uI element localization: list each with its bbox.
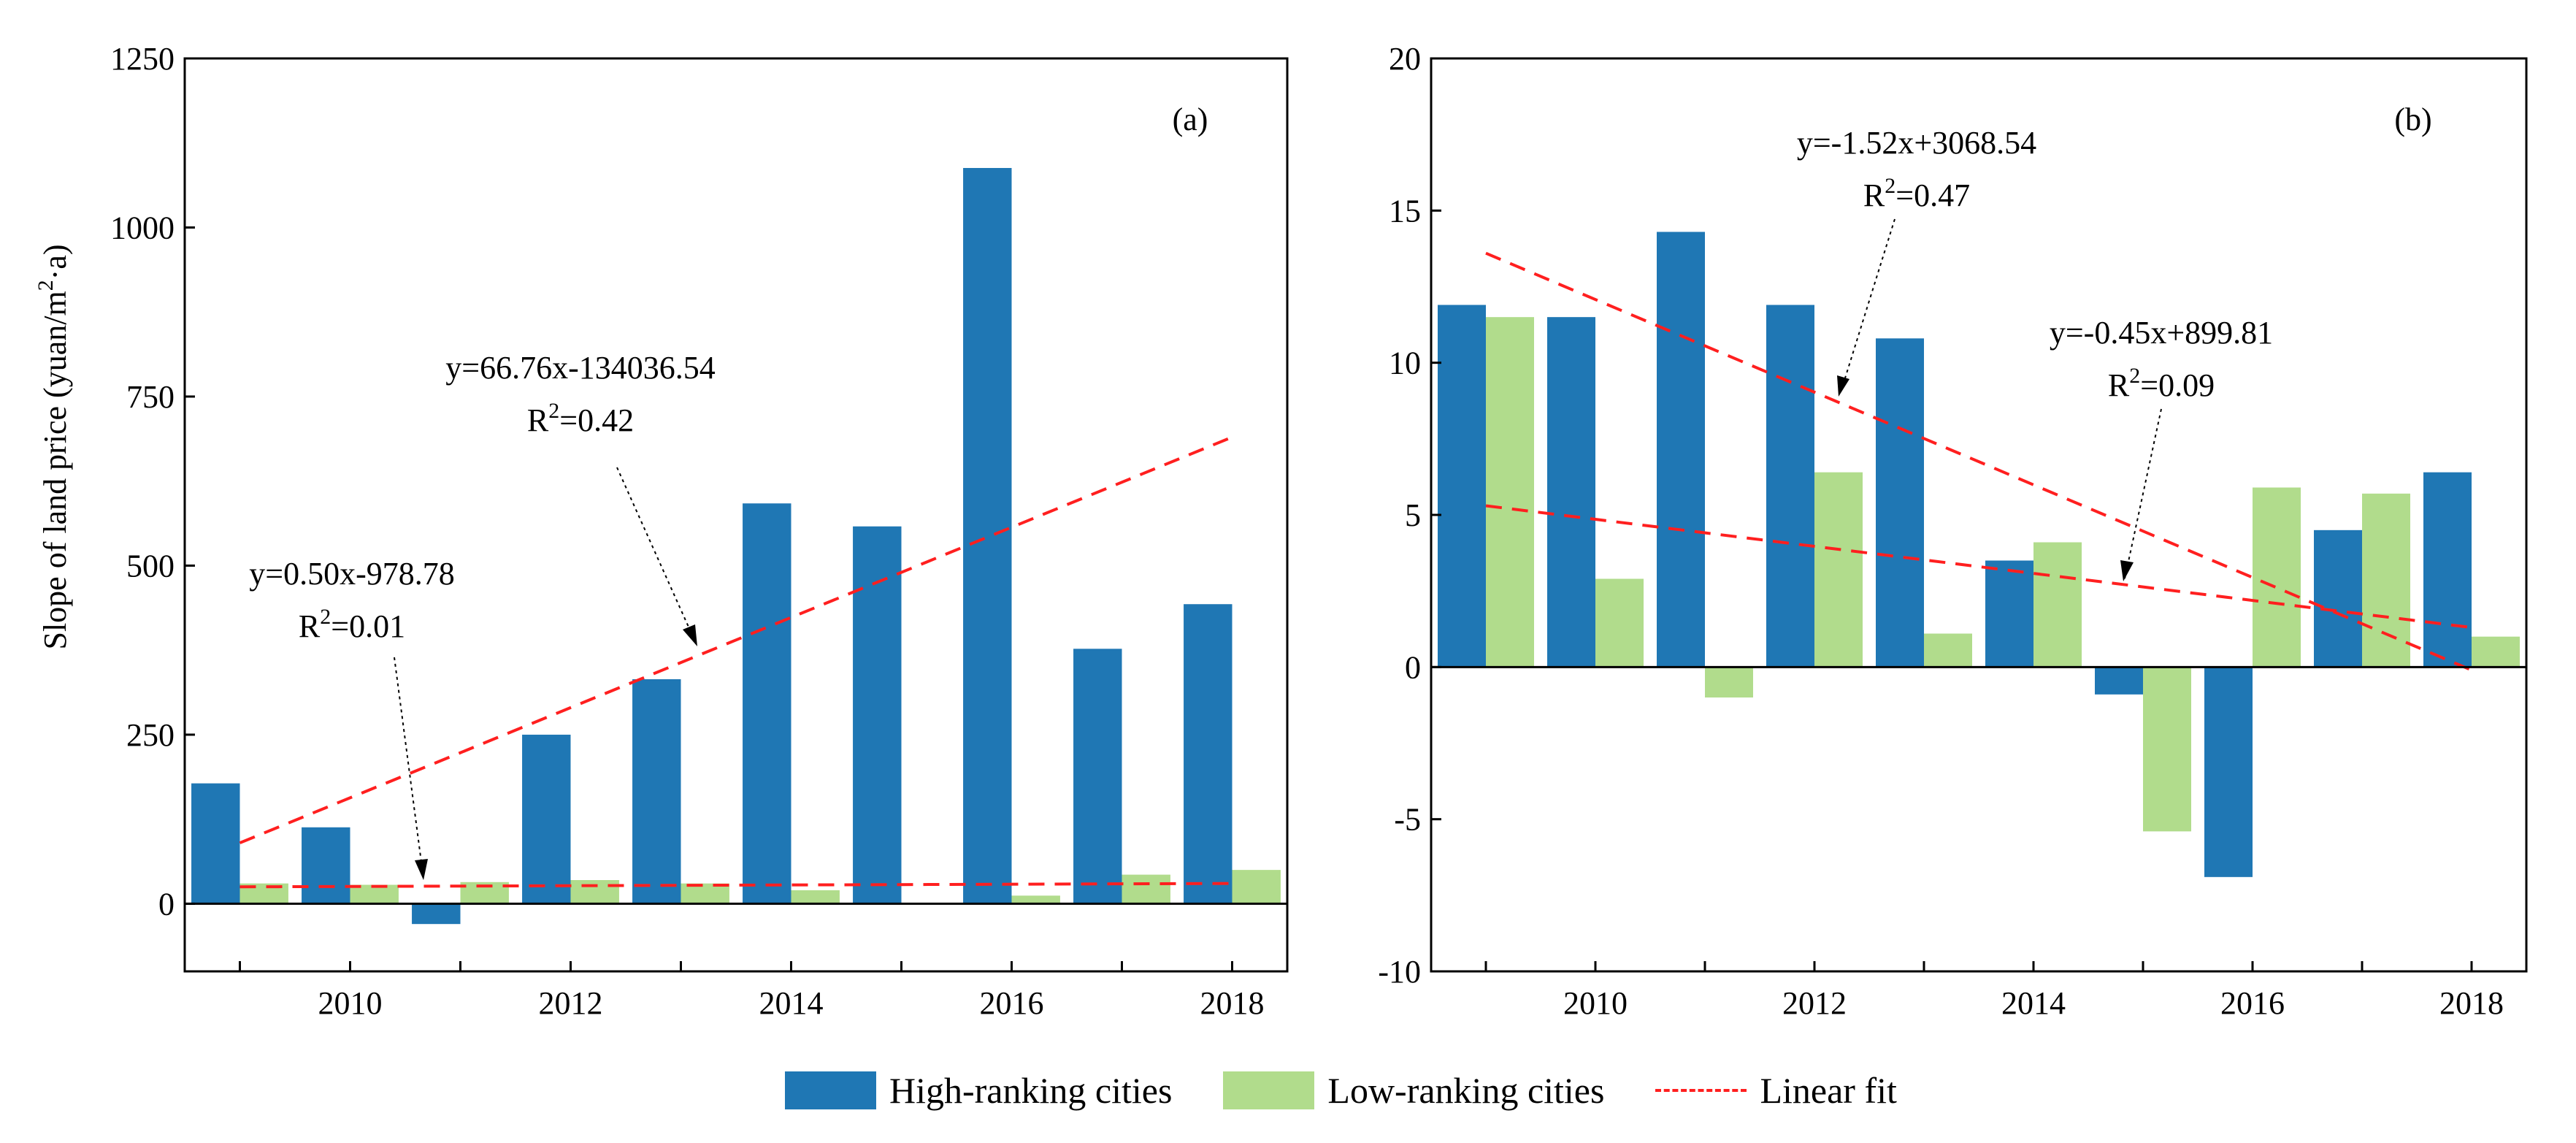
x-tick-label-b-2010: 2010 <box>1563 985 1628 1021</box>
y-tick-label-b-15: 15 <box>1389 193 1421 229</box>
panel-a-y-axis-label: Slope of land price (yuan/m2·a) <box>34 244 73 649</box>
bar-b-low-2014 <box>2033 542 2082 668</box>
x-tick-label-a-2016: 2016 <box>980 985 1044 1021</box>
annotation-arrow-a-high <box>616 467 698 647</box>
panel-a-frame <box>183 57 1289 973</box>
bar-b-low-2018 <box>2472 636 2520 668</box>
y-tick-label-b-0: 0 <box>1405 649 1421 685</box>
y-tick-label-a-250: 250 <box>126 717 175 753</box>
legend-item-high: High-ranking cities <box>785 1069 1172 1112</box>
annotation-arrow-b-low <box>2124 408 2162 579</box>
legend-swatch-high <box>785 1071 876 1109</box>
y-tick-label-a-500: 500 <box>126 548 175 584</box>
bar-a-low-2014 <box>791 890 840 904</box>
fit-r2-b-low: R2=0.09 <box>2108 364 2215 403</box>
arrowhead-b-low <box>2120 560 2134 581</box>
bar-b-high-2015 <box>2095 667 2143 695</box>
fit-r2-a-high: R2=0.42 <box>527 399 634 438</box>
bar-a-low-2016 <box>1011 895 1060 904</box>
y-tick-label-a-1000: 1000 <box>110 210 175 245</box>
bar-b-low-2013 <box>1924 633 1972 668</box>
legend-label-fit: Linear fit <box>1760 1070 1897 1111</box>
y-tick-label-a-0: 0 <box>158 886 175 922</box>
fit-equation-a-low: y=0.50x-978.78 <box>249 556 454 592</box>
bar-a-high-2017 <box>1073 649 1122 904</box>
bar-a-high-2009 <box>191 783 240 904</box>
x-tick-label-b-2018: 2018 <box>2439 985 2504 1021</box>
y-tick-label-b-20: 20 <box>1389 41 1421 77</box>
panel-b-chart: -10 -5 0 5 10 15 20 2010 2012 2014 2016 2018 (b) y… <box>1378 41 2528 1021</box>
bar-a-high-2018 <box>1184 604 1233 904</box>
annotation-arrow-b-high <box>1839 218 1895 395</box>
bar-b-high-2014 <box>1985 560 2033 668</box>
y-tick-label-a-1250: 1250 <box>110 41 175 77</box>
arrowhead-a-low <box>415 859 428 880</box>
y-tick-label-a-750: 750 <box>126 379 175 415</box>
bar-b-high-2009 <box>1438 305 1486 668</box>
bar-b-low-2012 <box>1814 472 1863 668</box>
bar-a-high-2010 <box>302 827 350 904</box>
fit-line-b-high <box>1485 251 2472 672</box>
legend-label-high: High-ranking cities <box>889 1070 1173 1111</box>
y-tick-label-b--10: -10 <box>1378 954 1421 990</box>
legend: High-ranking cities Low-ranking cities L… <box>785 1065 1948 1116</box>
bar-b-high-2018 <box>2423 472 2472 668</box>
bar-b-low-2011 <box>1705 667 1753 697</box>
bar-a-low-2012 <box>570 880 619 904</box>
bar-a-low-2013 <box>681 883 729 904</box>
bar-a-high-2013 <box>632 679 681 904</box>
bar-b-high-2012 <box>1766 305 1814 668</box>
x-tick-label-a-2014: 2014 <box>759 985 824 1021</box>
arrowhead-a-high <box>683 624 697 646</box>
panel-b-label: (b) <box>2394 102 2431 137</box>
fit-equation-b-high: y=-1.52x+3068.54 <box>1797 125 2036 161</box>
bar-b-low-2010 <box>1595 578 1644 668</box>
panel-a-label: (a) <box>1173 102 1208 137</box>
legend-swatch-fit <box>1655 1089 1747 1092</box>
arrowhead-b-high <box>1837 375 1849 397</box>
fit-equation-b-low: y=-0.45x+899.81 <box>2050 315 2273 351</box>
legend-swatch-low <box>1223 1071 1315 1109</box>
x-tick-label-a-2018: 2018 <box>1200 985 1265 1021</box>
bar-b-low-2015 <box>2143 667 2191 832</box>
x-tick-label-a-2010: 2010 <box>318 985 383 1021</box>
legend-item-fit: Linear fit <box>1655 1069 1897 1112</box>
x-tick-label-b-2012: 2012 <box>1782 985 1847 1021</box>
x-tick-label-b-2014: 2014 <box>2001 985 2066 1021</box>
bar-a-high-2012 <box>522 734 571 904</box>
fit-r2-b-high: R2=0.47 <box>1863 174 1970 213</box>
bar-a-low-2017 <box>1122 874 1170 904</box>
bar-a-low-2018 <box>1232 870 1281 904</box>
fit-line-b-low <box>1485 504 2472 630</box>
y-tick-label-b-10: 10 <box>1389 345 1421 381</box>
fit-r2-a-low: R2=0.01 <box>299 605 405 644</box>
x-tick-label-b-2016: 2016 <box>2220 985 2285 1021</box>
bar-b-high-2013 <box>1876 338 1924 668</box>
fit-line-a-low <box>239 882 1233 889</box>
bar-b-high-2010 <box>1547 317 1595 668</box>
bar-b-high-2017 <box>2314 530 2362 668</box>
bar-a-high-2014 <box>743 503 791 904</box>
annotation-arrow-a-low <box>394 657 424 879</box>
bar-a-high-2016 <box>963 168 1012 904</box>
legend-item-low: Low-ranking cities <box>1223 1069 1604 1112</box>
bar-b-high-2011 <box>1657 232 1705 668</box>
fit-line-a-high <box>239 435 1233 844</box>
bar-a-high-2011 <box>412 903 461 925</box>
y-tick-label-b--5: -5 <box>1394 802 1421 838</box>
bar-b-low-2009 <box>1486 317 1534 668</box>
legend-label-low: Low-ranking cities <box>1327 1070 1605 1111</box>
y-tick-label-b-5: 5 <box>1405 497 1421 533</box>
bar-b-low-2016 <box>2253 487 2301 668</box>
bar-a-low-2010 <box>350 884 399 904</box>
bar-b-high-2016 <box>2204 667 2253 877</box>
fit-equation-a-high: y=66.76x-134036.54 <box>445 350 715 386</box>
bar-b-low-2017 <box>2362 493 2410 668</box>
x-tick-label-a-2012: 2012 <box>539 985 603 1021</box>
